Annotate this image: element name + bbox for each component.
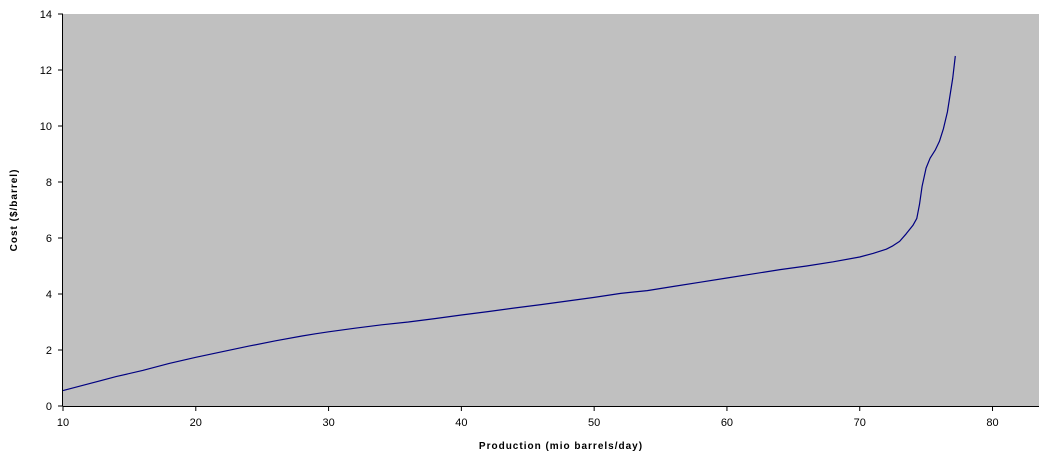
y-tick-label: 8 (46, 177, 52, 189)
plot-area (63, 14, 1039, 406)
x-tick-label: 30 (322, 417, 334, 429)
y-tick-label: 2 (46, 345, 52, 357)
x-tick-label: 70 (854, 417, 866, 429)
x-axis-ticks: 10 20 30 40 50 60 70 80 (57, 406, 999, 429)
y-tick-label: 0 (46, 401, 52, 413)
y-tick-label: 10 (40, 121, 52, 133)
y-axis-title: Cost ($/barrel) (9, 169, 20, 252)
x-axis-title: Production (mio barrels/day) (479, 441, 643, 452)
series-layer (62, 55, 956, 392)
series-line (62, 55, 956, 392)
x-tick-label: 60 (721, 417, 733, 429)
y-tick-label: 4 (46, 289, 52, 301)
x-tick-label: 40 (455, 417, 467, 429)
x-tick-label: 80 (986, 417, 998, 429)
y-tick-label: 6 (46, 233, 52, 245)
y-tick-label: 12 (40, 65, 52, 77)
x-tick-label: 50 (588, 417, 600, 429)
y-tick-label: 14 (40, 9, 52, 21)
x-tick-label: 20 (190, 417, 202, 429)
x-tick-label: 10 (57, 417, 69, 429)
y-axis-ticks: 0 2 4 6 8 10 12 14 (40, 9, 63, 413)
